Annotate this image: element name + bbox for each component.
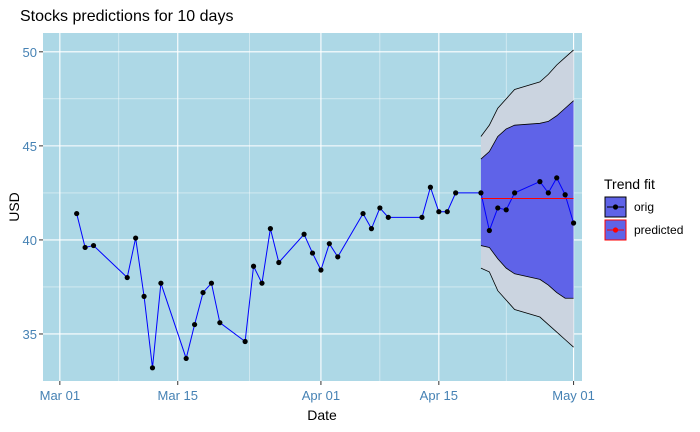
data-point-orig <box>217 320 223 326</box>
data-point-orig <box>495 205 501 211</box>
data-point-orig <box>133 235 139 241</box>
data-point-orig <box>191 321 198 328</box>
data-series <box>74 175 577 371</box>
data-point-orig <box>436 209 442 215</box>
y-tick-label: 50 <box>23 45 37 60</box>
axes: 35 40 45 50 Mar 01 Mar 15 Apr 01 Apr 15 May 01 <box>23 45 595 403</box>
data-point-orig <box>242 338 248 345</box>
band-outer-upper-edge <box>480 49 574 137</box>
data-point-orig <box>554 175 560 181</box>
data-point-orig <box>276 259 282 266</box>
band-inner-upper-edge <box>480 100 574 160</box>
data-point-orig <box>301 231 307 237</box>
data-point-orig <box>208 280 215 286</box>
data-point-orig <box>503 207 509 213</box>
data-point-orig <box>149 365 156 371</box>
x-tick-label: Apr 15 <box>420 388 458 403</box>
legend: Trend fit orig predicted <box>604 176 683 241</box>
legend-title: Trend fit <box>604 176 655 192</box>
y-tick-label: 40 <box>23 233 37 248</box>
data-point-orig <box>318 267 324 273</box>
data-point-orig <box>267 226 273 232</box>
x-tick-label: May 01 <box>552 388 595 403</box>
data-point-orig <box>444 209 450 215</box>
data-point-orig <box>453 190 459 196</box>
data-point-orig <box>309 250 316 256</box>
data-point-orig <box>124 274 130 281</box>
legend-label-orig: orig <box>634 200 654 214</box>
data-point-orig <box>427 184 434 190</box>
x-tick-label: Apr 01 <box>302 388 340 403</box>
data-point-orig <box>385 214 391 220</box>
x-tick-label: Mar 01 <box>40 388 80 403</box>
legend-label-predicted: predicted <box>634 223 683 237</box>
data-point-orig <box>478 190 484 196</box>
band-inner-area <box>480 100 574 299</box>
confidence-bands <box>480 49 574 348</box>
data-point-orig <box>259 280 265 286</box>
y-tick-label: 35 <box>23 327 37 342</box>
data-point-orig <box>335 254 341 260</box>
data-point-orig <box>200 289 206 296</box>
data-point-orig <box>90 242 97 249</box>
data-point-orig <box>419 214 425 220</box>
x-tick-label: Mar 15 <box>158 388 198 403</box>
y-axis-title: USD <box>6 192 22 222</box>
band-outer-lower-edge <box>480 267 574 348</box>
data-point-orig <box>326 241 332 247</box>
data-point-orig <box>377 205 383 211</box>
x-axis-title: Date <box>307 407 337 423</box>
data-point-orig <box>74 210 80 217</box>
data-point-orig <box>360 210 366 217</box>
data-point-orig <box>183 355 189 362</box>
data-point-orig <box>545 190 551 196</box>
grid <box>43 33 582 381</box>
data-point-orig <box>562 192 568 198</box>
data-point-orig <box>570 220 577 226</box>
legend-key-point-predicted <box>612 227 619 233</box>
data-point-orig <box>250 263 257 269</box>
data-point-orig <box>368 226 375 232</box>
band-inner-lower-edge <box>480 245 574 299</box>
legend-key-point-orig <box>612 204 619 210</box>
data-point-orig <box>158 280 164 286</box>
data-point-orig <box>141 293 147 299</box>
y-tick-label: 45 <box>23 139 37 154</box>
data-point-orig <box>537 179 543 185</box>
data-point-orig <box>82 244 88 251</box>
data-point-orig <box>512 190 518 196</box>
chart-title: Stocks predictions for 10 days <box>20 8 233 25</box>
data-point-orig <box>486 227 492 234</box>
